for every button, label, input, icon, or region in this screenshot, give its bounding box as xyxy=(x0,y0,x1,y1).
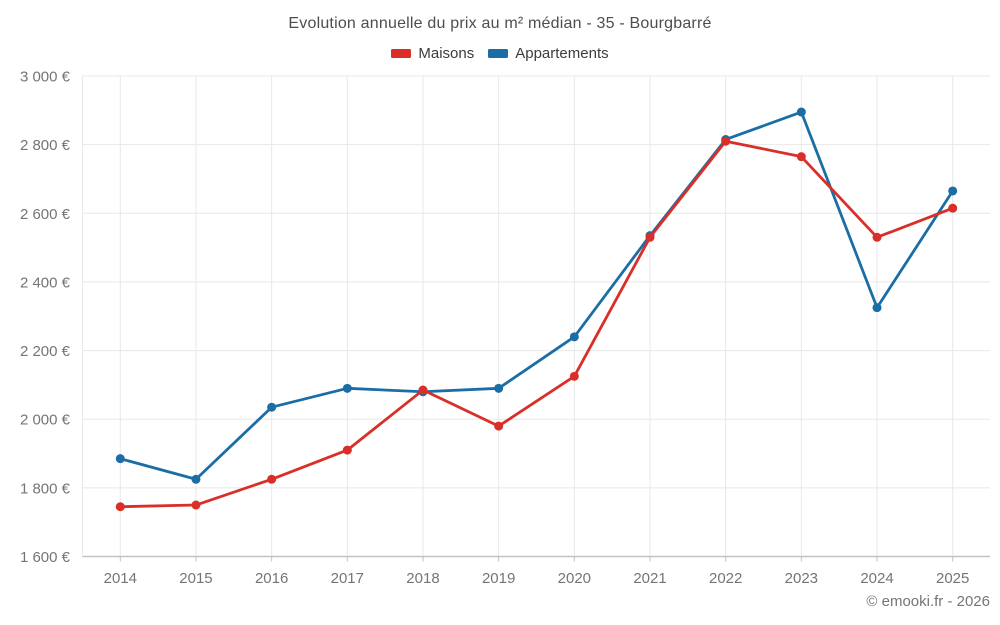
y-axis-tick-label: 1 600 € xyxy=(20,549,71,566)
data-point-appartements-2024[interactable] xyxy=(872,303,882,313)
y-axis-tick-label: 3 000 € xyxy=(20,69,71,86)
data-point-appartements-2019[interactable] xyxy=(494,383,504,393)
y-axis-tick-label: 2 600 € xyxy=(20,206,71,223)
data-point-maisons-2017[interactable] xyxy=(342,445,352,455)
data-point-appartements-2017[interactable] xyxy=(342,383,352,393)
data-point-maisons-2022[interactable] xyxy=(721,136,731,146)
data-point-maisons-2020[interactable] xyxy=(569,371,579,381)
x-axis-tick-label: 2024 xyxy=(860,570,893,587)
x-axis-tick-label: 2022 xyxy=(709,570,742,587)
legend-item-appartements[interactable]: Appartements xyxy=(488,45,609,62)
y-axis-tick-label: 2 800 € xyxy=(20,137,71,154)
data-point-appartements-2014[interactable] xyxy=(115,454,125,464)
x-axis-tick-label: 2023 xyxy=(785,570,818,587)
data-point-appartements-2025[interactable] xyxy=(948,186,958,196)
data-point-appartements-2020[interactable] xyxy=(569,332,579,342)
y-axis-tick-label: 2 400 € xyxy=(20,274,71,291)
data-point-maisons-2021[interactable] xyxy=(645,232,655,242)
data-point-appartements-2023[interactable] xyxy=(796,107,806,117)
data-point-maisons-2023[interactable] xyxy=(796,152,806,162)
x-axis-tick-label: 2016 xyxy=(255,570,288,587)
chart-title: Evolution annuelle du prix au m² médian … xyxy=(288,15,712,32)
data-point-maisons-2018[interactable] xyxy=(418,385,428,395)
x-axis-tick-label: 2020 xyxy=(558,570,591,587)
data-point-appartements-2016[interactable] xyxy=(267,402,277,412)
x-axis-tick-label: 2017 xyxy=(331,570,364,587)
x-axis-tick-label: 2015 xyxy=(179,570,212,587)
x-axis-tick-label: 2021 xyxy=(633,570,666,587)
appartements-swatch-icon xyxy=(488,49,509,58)
x-axis-tick-label: 2018 xyxy=(406,570,439,587)
data-point-maisons-2016[interactable] xyxy=(267,474,277,484)
y-axis-tick-label: 2 200 € xyxy=(20,343,71,360)
legend-item-maisons[interactable]: Maisons xyxy=(391,45,474,62)
data-point-appartements-2015[interactable] xyxy=(191,474,201,484)
data-point-maisons-2015[interactable] xyxy=(191,500,201,510)
legend-label-maisons: Maisons xyxy=(418,45,475,62)
data-point-maisons-2014[interactable] xyxy=(115,502,125,512)
maisons-swatch-icon xyxy=(391,49,412,58)
x-axis-tick-label: 2025 xyxy=(936,570,969,587)
attribution: © emooki.fr - 2026 xyxy=(866,593,990,610)
data-point-maisons-2019[interactable] xyxy=(494,421,504,431)
y-axis-tick-label: 2 000 € xyxy=(20,412,71,429)
legend-label-appartements: Appartements xyxy=(515,45,609,62)
series-line-appartements xyxy=(118,110,955,481)
series-line-maisons xyxy=(118,139,955,509)
data-point-maisons-2024[interactable] xyxy=(872,232,882,242)
y-axis-tick-label: 1 800 € xyxy=(20,480,71,497)
x-axis-tick-label: 2014 xyxy=(104,570,137,587)
x-axis-tick-label: 2019 xyxy=(482,570,515,587)
chart-legend: Maisons Appartements xyxy=(0,45,1000,62)
data-point-maisons-2025[interactable] xyxy=(948,203,958,213)
